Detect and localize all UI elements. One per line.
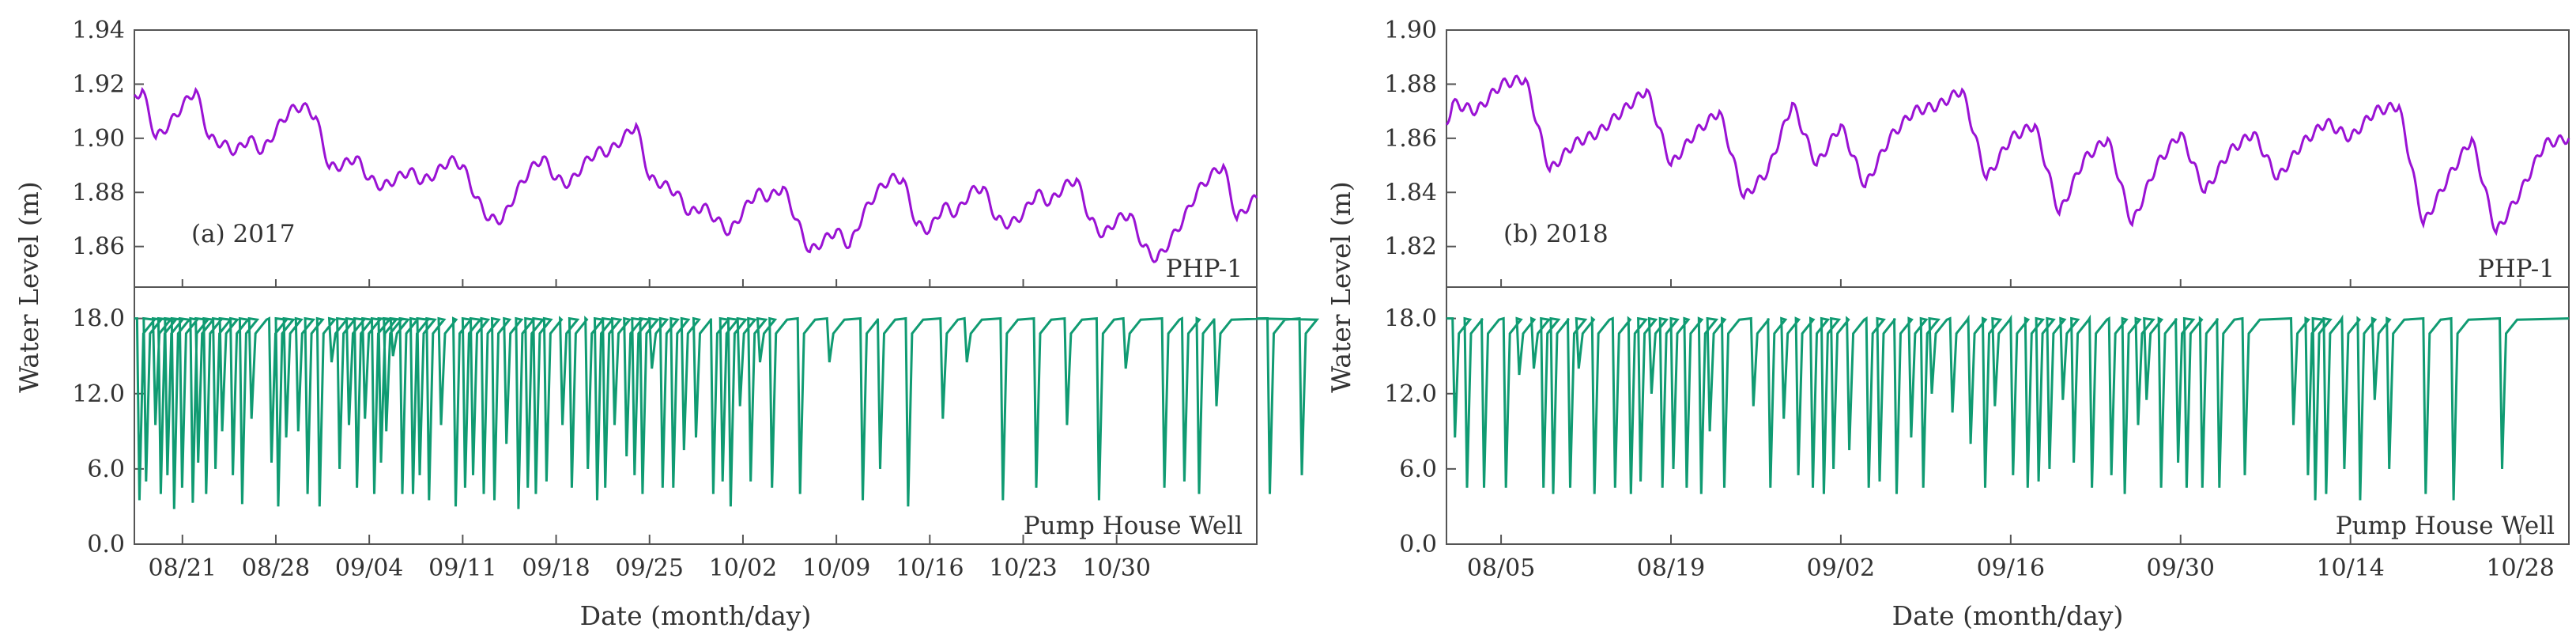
x-tick-label: 08/19 bbox=[1637, 554, 1705, 582]
x-ticks: 08/05 08/19 09/02 09/16 09/30 10/14 10/28 bbox=[1467, 279, 2555, 582]
bottom-y-ticks: 0.0 6.0 12.0 18.0 bbox=[72, 305, 144, 558]
x-tick-label: 09/25 bbox=[616, 554, 684, 582]
y-tick-label: 1.86 bbox=[72, 233, 125, 261]
top-series-label: PHP-1 bbox=[1166, 255, 1243, 283]
bottom-plot-frame bbox=[134, 286, 1258, 545]
x-tick-label: 10/02 bbox=[709, 554, 777, 582]
x-tick-label: 08/28 bbox=[242, 554, 310, 582]
x-tick-label: 08/05 bbox=[1467, 554, 1535, 582]
x-tick-label: 09/16 bbox=[1977, 554, 2045, 582]
y-tick-label: 0.0 bbox=[87, 531, 125, 558]
y-tick-label: 12.0 bbox=[1384, 380, 1437, 408]
y-tick-label: 1.82 bbox=[1384, 233, 1437, 261]
top-plot-frame bbox=[1446, 29, 2570, 288]
top-y-ticks: 1.86 1.88 1.90 1.92 1.94 bbox=[72, 17, 144, 261]
x-tick-label: 09/02 bbox=[1807, 554, 1875, 582]
y-tick-label: 12.0 bbox=[72, 380, 125, 408]
php1-water-level-line bbox=[133, 86, 1258, 263]
y-tick-label: 1.88 bbox=[72, 179, 125, 206]
x-tick-label: 10/28 bbox=[2486, 554, 2554, 582]
bottom-series-label: Pump House Well bbox=[1024, 512, 1243, 540]
php1-water-level-line bbox=[1445, 74, 2570, 236]
y-tick-label: 6.0 bbox=[87, 456, 125, 483]
x-tick-label: 10/16 bbox=[896, 554, 964, 582]
y-tick-label: 1.88 bbox=[1384, 70, 1437, 98]
panel-2018: 1.82 1.84 1.86 1.88 1.90 0.0 6.0 12.0 18.0 08/0… bbox=[1326, 17, 2570, 631]
panel-2017: 1.86 1.88 1.90 1.92 1.94 0.0 6.0 12.0 18.0 08/2… bbox=[13, 17, 1320, 631]
y-axis-label: Water Level (m) bbox=[13, 181, 44, 392]
x-tick-label: 10/09 bbox=[802, 554, 870, 582]
bottom-series-label: Pump House Well bbox=[2336, 512, 2555, 540]
y-tick-label: 1.90 bbox=[1384, 17, 1437, 44]
y-axis-label: Water Level (m) bbox=[1326, 181, 1356, 392]
y-tick-label: 6.0 bbox=[1399, 456, 1437, 483]
top-series-label: PHP-1 bbox=[2478, 255, 2555, 283]
y-tick-label: 1.94 bbox=[72, 17, 125, 44]
x-axis-label: Date (month/day) bbox=[1892, 600, 2124, 631]
y-tick-label: 18.0 bbox=[1384, 305, 1437, 333]
x-tick-label: 08/21 bbox=[149, 554, 217, 582]
y-tick-label: 18.0 bbox=[72, 305, 125, 333]
top-y-ticks: 1.82 1.84 1.86 1.88 1.90 bbox=[1384, 17, 1456, 261]
pump-house-well-line bbox=[1446, 314, 2570, 501]
y-tick-label: 1.92 bbox=[72, 70, 125, 98]
panel-label: (a) 2017 bbox=[191, 220, 295, 248]
pump-house-well-line bbox=[134, 316, 1320, 509]
panel-label: (b) 2018 bbox=[1503, 220, 1609, 248]
x-tick-label: 09/04 bbox=[335, 554, 403, 582]
x-tick-label: 09/30 bbox=[2147, 554, 2215, 582]
top-plot-frame bbox=[134, 29, 1258, 288]
y-tick-label: 1.84 bbox=[1384, 179, 1437, 206]
x-axis-label: Date (month/day) bbox=[580, 600, 812, 631]
y-tick-label: 1.90 bbox=[72, 125, 125, 153]
x-tick-label: 09/11 bbox=[428, 554, 496, 582]
x-ticks: 08/21 08/28 09/04 09/11 09/18 09/25 10/02 10/09… bbox=[149, 279, 1151, 582]
x-tick-label: 10/14 bbox=[2316, 554, 2384, 582]
bottom-y-ticks: 0.0 6.0 12.0 18.0 bbox=[1384, 305, 1456, 558]
bottom-plot-frame bbox=[1446, 286, 2570, 545]
y-tick-label: 0.0 bbox=[1399, 531, 1437, 558]
x-tick-label: 10/30 bbox=[1082, 554, 1150, 582]
x-tick-label: 10/23 bbox=[989, 554, 1057, 582]
x-tick-label: 09/18 bbox=[522, 554, 590, 582]
y-tick-label: 1.86 bbox=[1384, 125, 1437, 153]
